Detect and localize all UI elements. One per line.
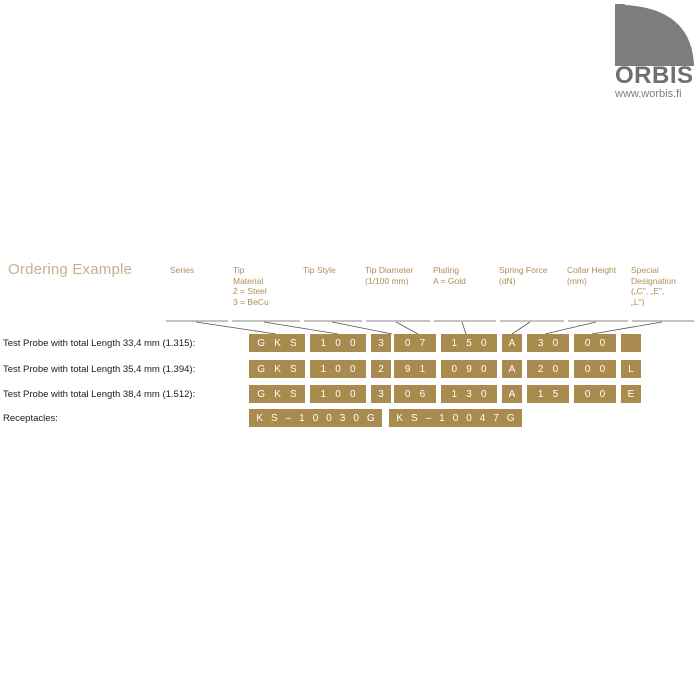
column-header-tip-material: Tip Material 2 = Steel 3 = BeCu: [233, 265, 269, 307]
code-box-spring-force: 3 0: [527, 334, 569, 352]
row-label-receptacles: Receptacles:: [3, 413, 58, 424]
column-header-collar-height: Collar Height (mm): [567, 265, 617, 286]
code-box-special: E: [621, 385, 641, 403]
code-box-series: G K S: [249, 360, 305, 378]
logo-arc-icon: [624, 4, 700, 66]
code-box-receptacle-1: K S – 1 0 0 3 0 G: [249, 409, 382, 427]
column-header-series: Series: [170, 265, 195, 275]
code-box-tip-style: 3: [371, 385, 391, 403]
code-box-special: [621, 334, 641, 352]
row-label-probe-38-4: Test Probe with total Length 38,4 mm (1.…: [3, 389, 196, 400]
column-header-tip-style: Tip Style: [303, 265, 336, 275]
row-label-probe-33-4: Test Probe with total Length 33,4 mm (1.…: [3, 338, 196, 349]
row-label-probe-35-4: Test Probe with total Length 35,4 mm (1.…: [3, 364, 196, 375]
code-box-collar-height: 0 0: [574, 385, 616, 403]
code-box-plating-dia: 1 5 0: [441, 334, 497, 352]
code-box-tip-material: 1 0 0: [310, 334, 366, 352]
code-box-plating: A: [502, 385, 522, 403]
code-box-special: L: [621, 360, 641, 378]
code-box-tip-diameter: 0 6: [394, 385, 436, 403]
column-header-plating: Plating A = Gold: [433, 265, 466, 286]
leader-tip-style: [331, 321, 393, 335]
code-box-collar-height: 0 0: [574, 360, 616, 378]
column-header-special-designation: Special Designation („C", „E", „L"): [631, 265, 676, 307]
page-title: Ordering Example: [8, 261, 133, 278]
code-box-series: G K S: [249, 385, 305, 403]
code-box-tip-material: 1 0 0: [310, 385, 366, 403]
code-box-tip-style: 3: [371, 334, 391, 352]
logo-mark-icon: [615, 4, 700, 66]
leader-collar-height: [544, 321, 597, 335]
code-box-plating: A: [502, 334, 522, 352]
leader-plating: [461, 321, 467, 335]
code-box-tip-diameter: 9 1: [394, 360, 436, 378]
code-box-plating-dia: 1 3 0: [441, 385, 497, 403]
column-header-tip-diameter: Tip Diameter (1/100 mm): [365, 265, 414, 286]
leader-spring-force: [511, 321, 531, 335]
code-box-receptacle-2: K S – 1 0 0 4 7 G: [389, 409, 522, 427]
column-header-spring-force: Spring Force (dN): [499, 265, 548, 286]
code-box-tip-style: 2: [371, 360, 391, 378]
code-box-plating: A: [502, 360, 522, 378]
code-box-spring-force: 1 5: [527, 385, 569, 403]
code-box-collar-height: 0 0: [574, 334, 616, 352]
logo-url: www.worbis.fi: [615, 88, 682, 100]
code-box-plating-dia: 0 9 0: [441, 360, 497, 378]
leader-tip-diameter: [395, 321, 419, 335]
leader-special-designation: [591, 321, 663, 335]
code-box-spring-force: 2 0: [527, 360, 569, 378]
code-box-series: G K S: [249, 334, 305, 352]
logo-wordmark: ORBIS: [615, 62, 694, 89]
code-box-tip-diameter: 0 7: [394, 334, 436, 352]
leader-series: [195, 321, 277, 335]
code-box-tip-material: 1 0 0: [310, 360, 366, 378]
leader-tip-material: [263, 321, 339, 335]
orbis-logo: ORBIS www.worbis.fi: [602, 0, 700, 104]
